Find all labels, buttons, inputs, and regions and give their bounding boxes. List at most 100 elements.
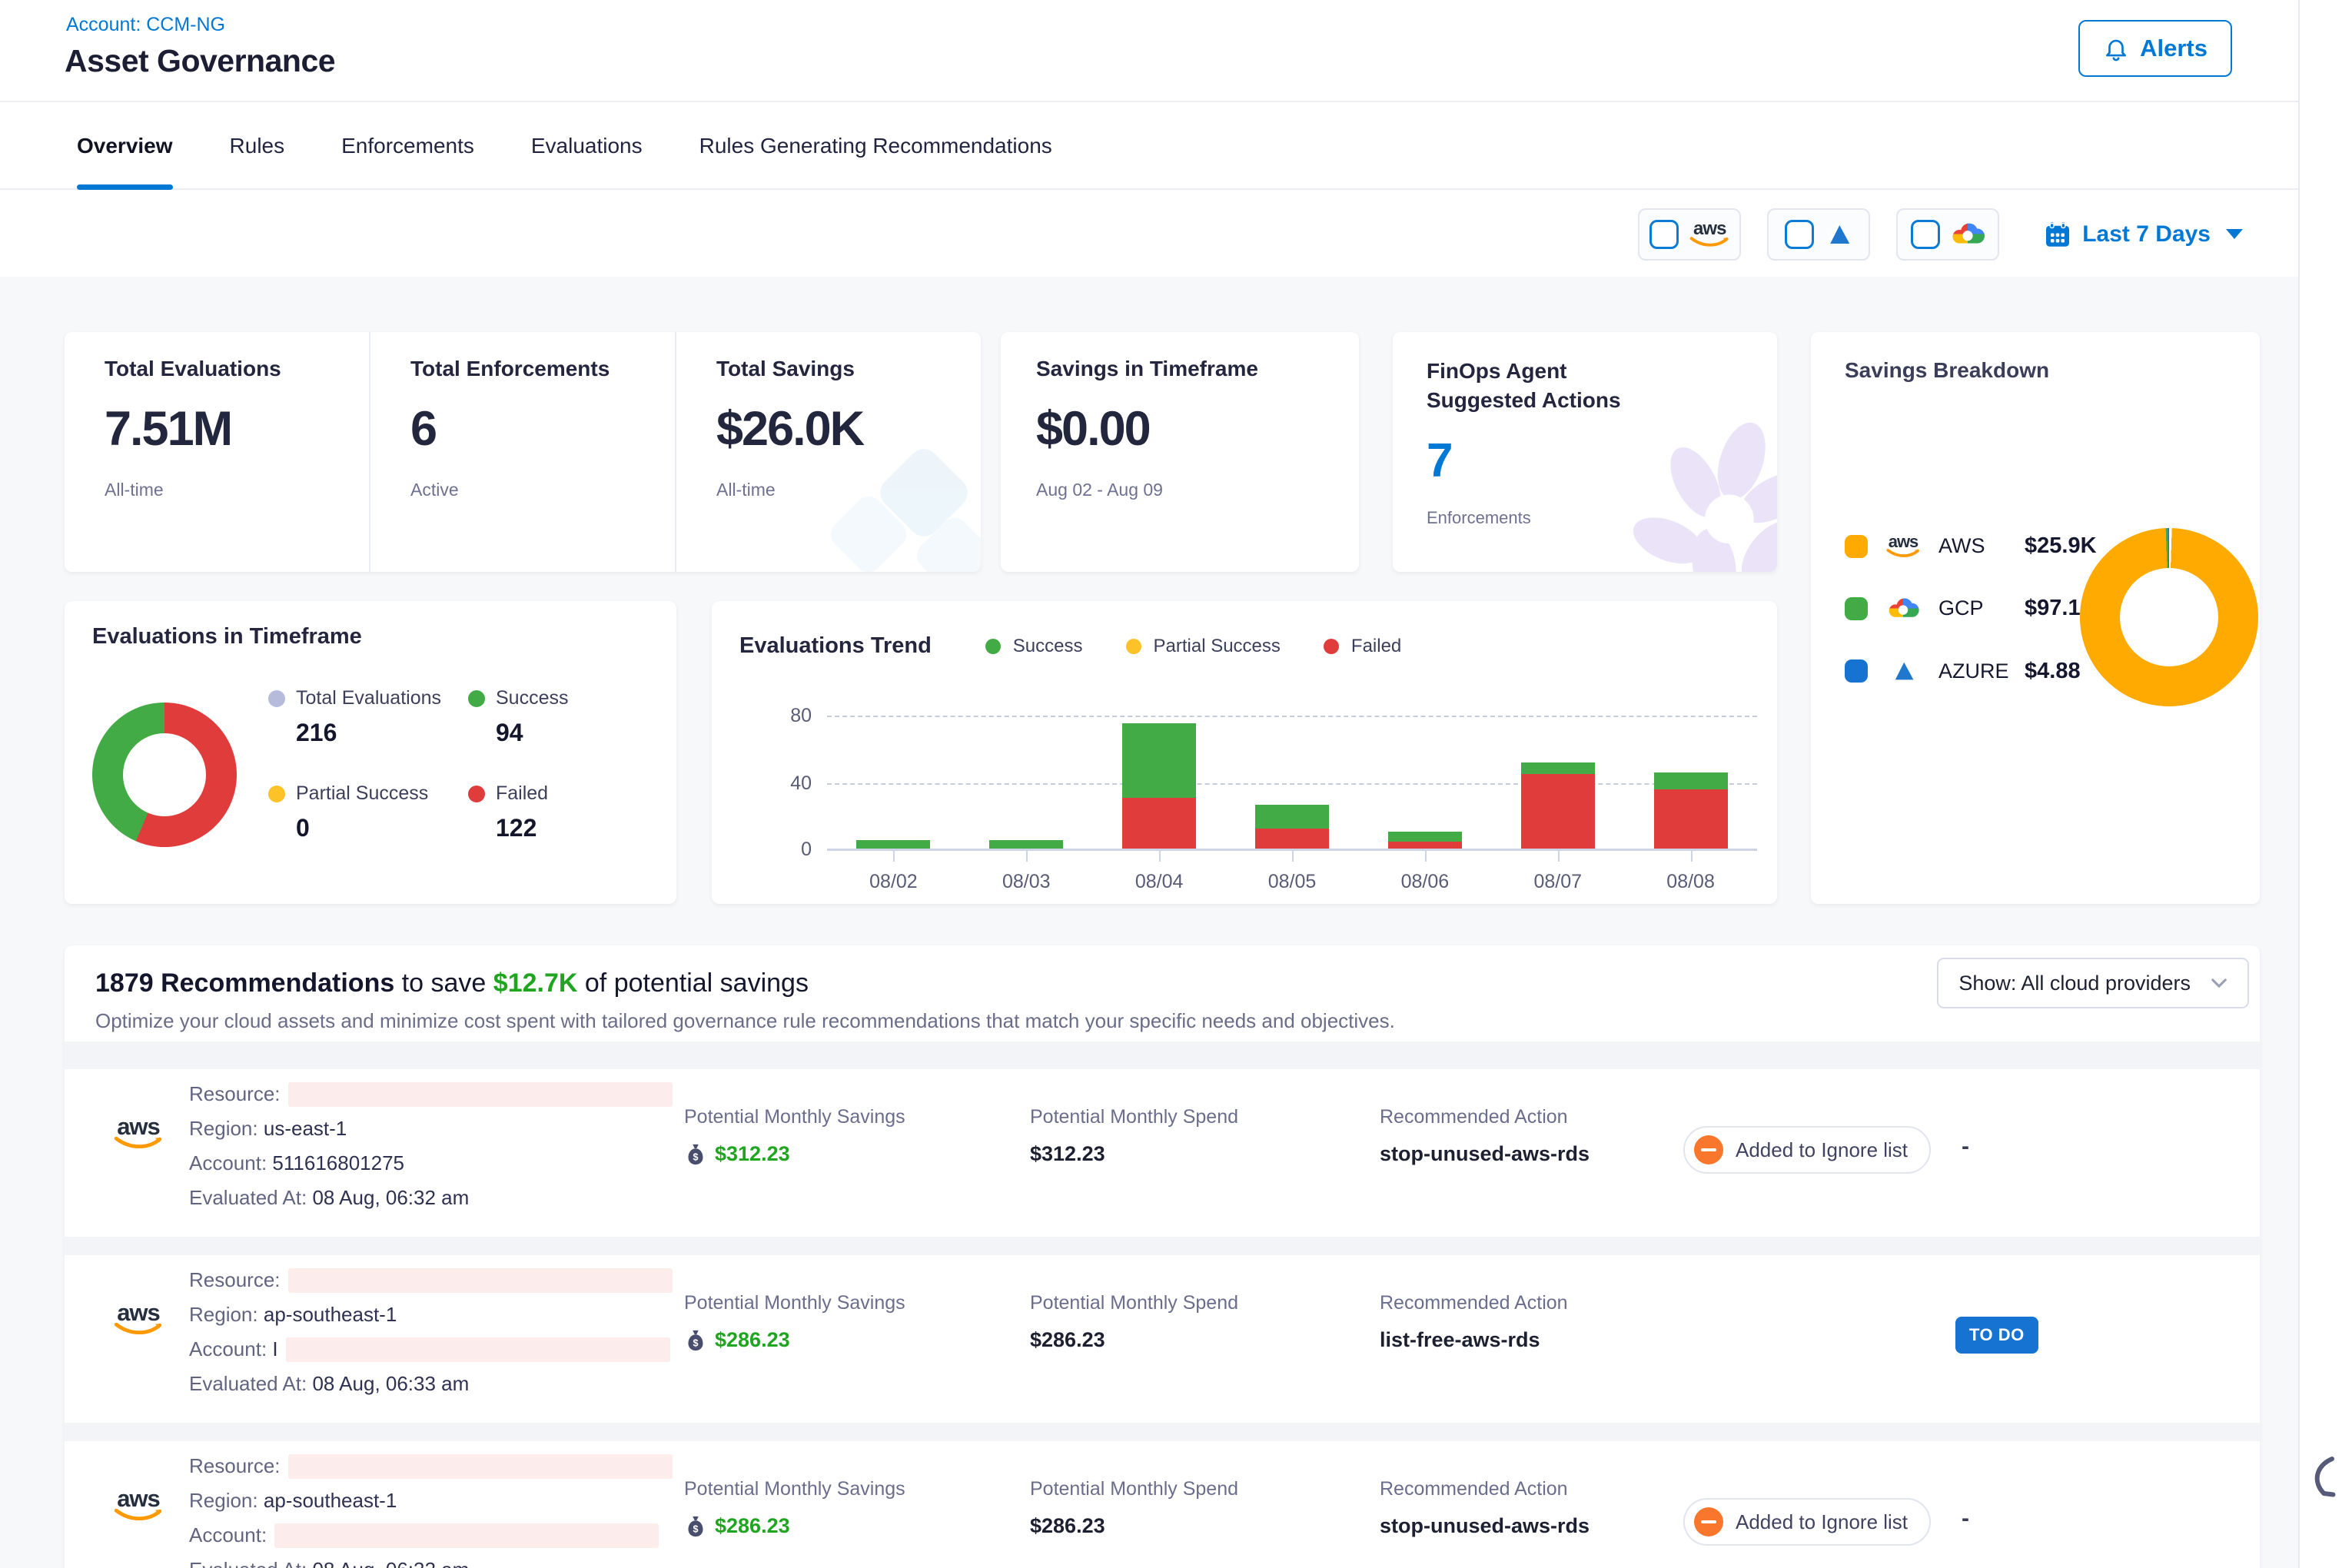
calendar-icon <box>2044 221 2071 248</box>
evaluated-at-value: 08 Aug, 06:33 am <box>312 1372 470 1395</box>
recommendations-count: 1879 Recommendations <box>95 968 395 998</box>
legend-item-azure: AZURE $4.88 <box>1845 658 2097 684</box>
action-value: stop-unused-aws-rds <box>1380 1142 1590 1165</box>
gcp-checkbox[interactable] <box>1911 219 1941 249</box>
savings-in-timeframe-card: Savings in Timeframe $0.00 Aug 02 - Aug … <box>1001 332 1359 572</box>
stat-label: Total Enforcements <box>410 357 610 380</box>
region-label: Region: <box>189 1489 258 1512</box>
column-label: Potential Monthly Savings <box>684 1292 905 1314</box>
pill-label: Added to Ignore list <box>1736 1138 1909 1161</box>
potential-monthly-spend: Potential Monthly Spend $312.23 <box>1030 1106 1238 1166</box>
tab-evaluations[interactable]: Evaluations <box>530 134 643 158</box>
legend-item-failed: Failed <box>1323 635 1402 657</box>
trend-bar-group: 08/08 <box>1624 716 1757 892</box>
svg-text:$: $ <box>693 1523 699 1534</box>
trend-bar-group: 08/02 <box>827 716 960 892</box>
legend-item-partial-success: Partial Success <box>1125 636 1281 657</box>
failed-dot <box>468 785 485 802</box>
provider-filter-aws[interactable]: aws <box>1638 208 1742 261</box>
column-label: Recommended Action <box>1380 1106 1568 1128</box>
provider-filter-azure[interactable] <box>1767 208 1871 261</box>
trend-plot: 80 40 0 08/02 08/03 <box>790 705 1757 892</box>
legend-item-total-evaluations: Total Evaluations 216 <box>268 687 468 747</box>
legend-item-success: Success 94 <box>468 687 653 747</box>
card-title: FinOps Agent Suggested Actions <box>1427 359 1621 412</box>
recommended-action: Recommended Action stop-unused-aws-rds <box>1380 1106 1590 1166</box>
tab-overview[interactable]: Overview <box>77 104 173 190</box>
svg-text:$: $ <box>693 1337 699 1348</box>
failed-dot <box>1323 638 1339 654</box>
region-value: us-east-1 <box>263 1117 347 1140</box>
evaluated-at-label: Evaluated At: <box>189 1558 307 1568</box>
finops-agent-card: FinOps Agent Suggested Actions 7 Enforce… <box>1393 332 1777 572</box>
cloud-provider-filter-dropdown[interactable]: Show: All cloud providers <box>1937 958 2249 1008</box>
x-axis-tick <box>1292 851 1294 862</box>
moneybag-icon: $ <box>688 1330 703 1350</box>
recommendation-row[interactable]: aws Resource: Region: ap-southeast-1 Acc… <box>65 1255 2260 1423</box>
evaluated-at-value: 08 Aug, 06:32 am <box>312 1186 470 1209</box>
action-value: stop-unused-aws-rds <box>1380 1514 1590 1537</box>
aws-logo-icon: aws <box>114 1301 163 1334</box>
action-value: list-free-aws-rds <box>1380 1328 1540 1351</box>
aws-checkbox[interactable] <box>1649 219 1679 249</box>
azure-checkbox[interactable] <box>1785 219 1815 249</box>
evaluations-legend: Total Evaluations 216 Success 94 Partial… <box>268 687 653 842</box>
bar-success <box>989 840 1064 849</box>
tab-enforcements[interactable]: Enforcements <box>341 134 474 158</box>
legend-item-aws: aws AWS $25.9K <box>1845 533 2097 559</box>
recommendations-mid-text: to save <box>401 968 487 998</box>
recommendation-row[interactable]: aws Resource: Region: us-east-1 Account:… <box>65 1069 2260 1237</box>
region-value: ap-southeast-1 <box>263 1303 397 1326</box>
redacted-account-value <box>274 1523 659 1548</box>
trend-bar-group: 08/05 <box>1226 716 1359 892</box>
date-range-label: Last 7 Days <box>2082 221 2211 247</box>
legend-label: Failed <box>1350 635 1402 656</box>
recommendations-savings-amount: $12.7K <box>493 968 578 998</box>
added-to-ignore-list-pill[interactable]: Added to Ignore list <box>1683 1126 1932 1174</box>
aws-color-swatch <box>1845 534 1868 558</box>
aws-logo-icon: aws <box>114 1115 163 1148</box>
provider-filter-gcp[interactable] <box>1896 208 2000 261</box>
potential-monthly-savings: Potential Monthly Savings $ $286.23 <box>684 1292 905 1352</box>
column-label: Potential Monthly Spend <box>1030 1106 1239 1128</box>
card-title: Evaluations Trend <box>739 633 932 658</box>
x-axis-label: 08/03 <box>1002 871 1051 892</box>
diamonds-watermark-icon <box>804 430 981 572</box>
account-breadcrumb-link[interactable]: Account: CCM-NG <box>66 14 225 35</box>
chevron-down-icon <box>2226 229 2243 239</box>
bar-failed <box>1255 828 1329 849</box>
resource-details: Resource: Region: ap-southeast-1 Account… <box>189 1263 673 1401</box>
bar-failed <box>1520 774 1595 849</box>
aws-logo-icon: aws <box>114 1487 163 1520</box>
recommendation-row[interactable]: aws Resource: Region: ap-southeast-1 Acc… <box>65 1441 2260 1568</box>
legend-label: GCP <box>1938 596 1984 620</box>
legend-value: $4.88 <box>2025 658 2081 683</box>
gcp-color-swatch <box>1845 596 1868 620</box>
evaluations-in-timeframe-card: Evaluations in Timeframe Total Evaluatio… <box>65 601 676 904</box>
filter-bar: aws <box>0 191 2298 277</box>
trend-bar-group: 08/07 <box>1491 716 1624 892</box>
help-widget-icon[interactable] <box>2309 1454 2337 1504</box>
tab-rules[interactable]: Rules <box>229 134 285 158</box>
recommendations-title: 1879 Recommendations to save $12.7K of p… <box>95 968 2260 998</box>
tab-rules-generating-recommendations[interactable]: Rules Generating Recommendations <box>699 134 1052 158</box>
row-separator <box>65 1237 2260 1255</box>
column-label: Potential Monthly Savings <box>684 1106 905 1128</box>
redacted-resource-value <box>287 1082 673 1107</box>
date-range-picker[interactable]: Last 7 Days <box>2044 221 2243 248</box>
recommended-action: Recommended Action list-free-aws-rds <box>1380 1292 1568 1352</box>
legend-label: Total Evaluations <box>296 687 442 709</box>
savings-breakdown-card: Savings Breakdown aws AWS $25.9K <box>1811 332 2260 904</box>
x-axis-label: 08/07 <box>1533 871 1582 892</box>
recommendations-subtitle: Optimize your cloud assets and minimize … <box>95 1009 1395 1032</box>
alerts-button[interactable]: Alerts <box>2078 20 2232 77</box>
added-to-ignore-list-pill[interactable]: Added to Ignore list <box>1683 1498 1932 1546</box>
legend-label: Partial Success <box>296 782 429 804</box>
stat-value: 7.51M <box>105 402 233 456</box>
total-enforcements-stat: Total Enforcements 6 Active <box>369 332 675 572</box>
recommendations-header: 1879 Recommendations to save $12.7K of p… <box>65 945 2260 1041</box>
todo-status-badge: TO DO <box>1955 1317 2038 1354</box>
y-axis-tick: 80 <box>790 705 812 726</box>
stat-caption: All-time <box>105 480 164 500</box>
aws-logo-icon: aws <box>1883 533 1923 557</box>
